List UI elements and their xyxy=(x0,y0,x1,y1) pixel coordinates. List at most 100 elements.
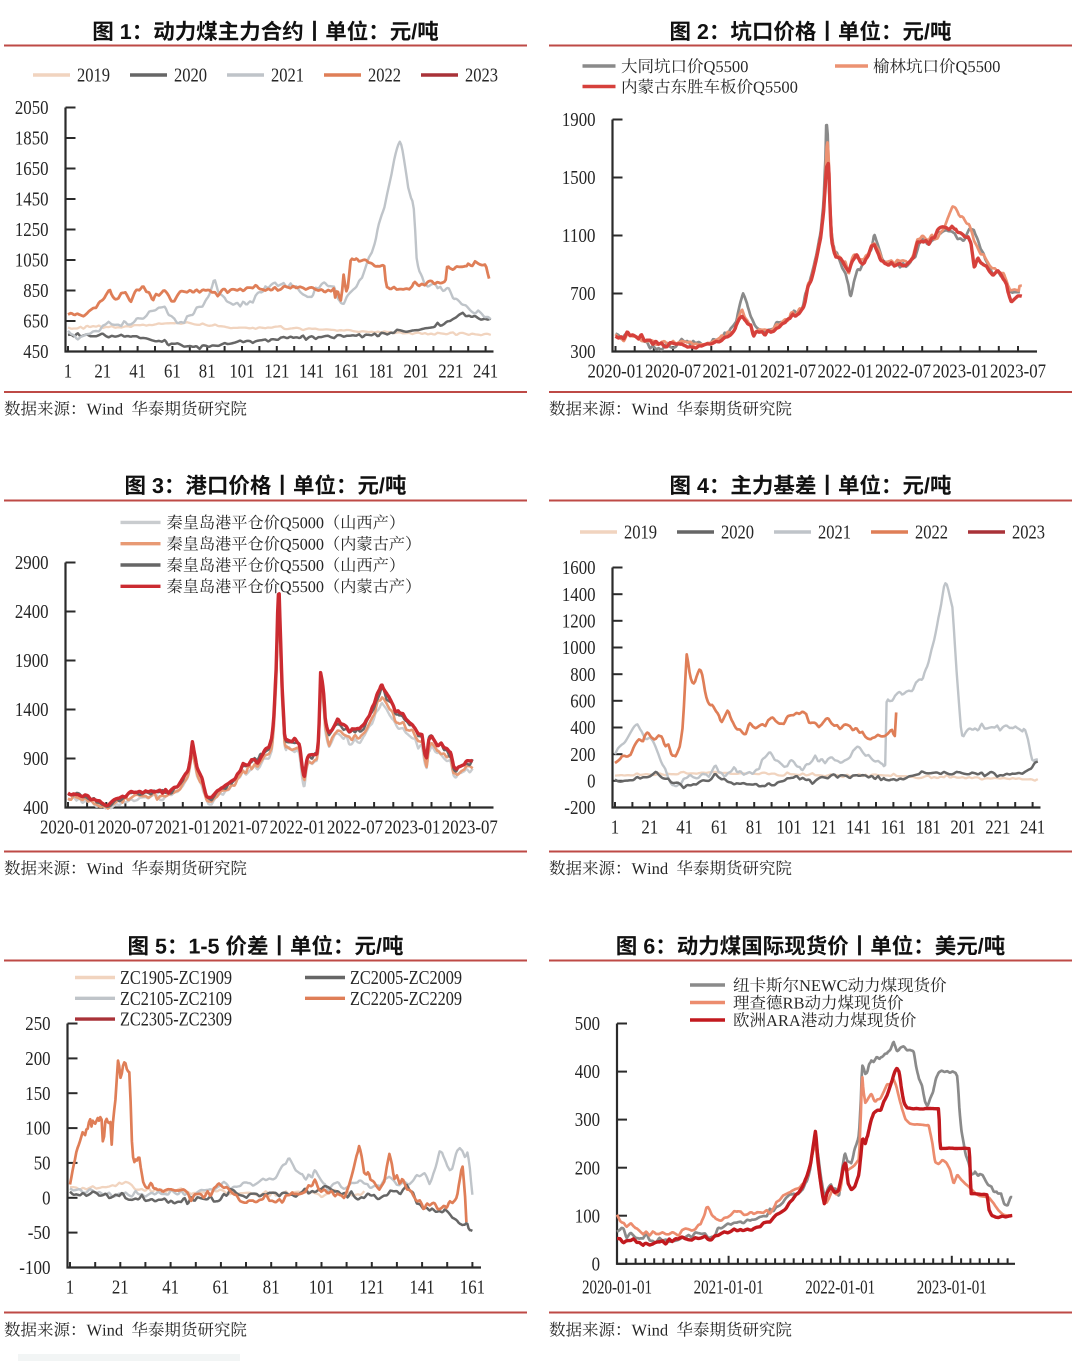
svg-text:81: 81 xyxy=(199,361,216,383)
svg-text:1250: 1250 xyxy=(15,219,49,241)
svg-text:1200: 1200 xyxy=(562,610,596,632)
svg-text:800: 800 xyxy=(570,664,595,686)
svg-text:61: 61 xyxy=(213,1277,230,1299)
svg-text:41: 41 xyxy=(129,361,146,383)
svg-text:41: 41 xyxy=(676,817,693,839)
svg-text:201: 201 xyxy=(950,817,975,839)
svg-text:1100: 1100 xyxy=(562,225,596,247)
svg-text:ZC2205-ZC2209: ZC2205-ZC2209 xyxy=(350,988,462,1010)
svg-text:150: 150 xyxy=(25,1083,50,1105)
svg-text:101: 101 xyxy=(776,817,801,839)
svg-text:400: 400 xyxy=(575,1061,600,1083)
svg-text:61: 61 xyxy=(711,817,728,839)
svg-text:100: 100 xyxy=(25,1118,50,1140)
svg-text:1900: 1900 xyxy=(15,650,49,672)
svg-text:1850: 1850 xyxy=(15,128,49,150)
svg-text:300: 300 xyxy=(575,1109,600,1131)
svg-text:141: 141 xyxy=(846,817,871,839)
svg-text:41: 41 xyxy=(162,1277,179,1299)
svg-text:21: 21 xyxy=(94,361,111,383)
svg-text:2021-07: 2021-07 xyxy=(760,361,816,383)
svg-text:850: 850 xyxy=(23,280,48,302)
svg-text:1000: 1000 xyxy=(562,637,596,659)
svg-text:201: 201 xyxy=(403,361,428,383)
svg-text:2021-07: 2021-07 xyxy=(212,817,268,839)
svg-text:141: 141 xyxy=(299,361,324,383)
svg-text:161: 161 xyxy=(334,361,359,383)
svg-text:2022-01: 2022-01 xyxy=(818,361,874,383)
svg-text:400: 400 xyxy=(23,797,48,819)
svg-text:500: 500 xyxy=(575,1013,600,1035)
svg-text:2020-01: 2020-01 xyxy=(40,817,96,839)
svg-text:61: 61 xyxy=(164,361,181,383)
svg-text:141: 141 xyxy=(410,1277,435,1299)
svg-text:450: 450 xyxy=(23,341,48,363)
svg-text:161: 161 xyxy=(881,817,906,839)
svg-text:2020-01-01: 2020-01-01 xyxy=(582,1277,652,1299)
svg-text:2400: 2400 xyxy=(15,601,49,623)
svg-text:2021-01-01: 2021-01-01 xyxy=(694,1277,764,1299)
svg-text:2023-01: 2023-01 xyxy=(384,817,440,839)
svg-text:121: 121 xyxy=(359,1277,384,1299)
svg-text:0: 0 xyxy=(592,1253,600,1275)
svg-text:2020: 2020 xyxy=(721,522,754,544)
svg-text:2023-01: 2023-01 xyxy=(933,361,989,383)
svg-text:-50: -50 xyxy=(28,1222,51,1244)
svg-text:700: 700 xyxy=(570,283,595,305)
svg-text:2022-07: 2022-07 xyxy=(327,817,383,839)
svg-text:2021: 2021 xyxy=(271,65,304,87)
svg-text:250: 250 xyxy=(25,1013,50,1035)
svg-text:2021: 2021 xyxy=(818,522,851,544)
svg-text:1: 1 xyxy=(64,361,72,383)
svg-text:221: 221 xyxy=(438,361,463,383)
svg-text:2022: 2022 xyxy=(368,65,401,87)
svg-text:100: 100 xyxy=(575,1205,600,1227)
svg-text:81: 81 xyxy=(746,817,763,839)
svg-text:181: 181 xyxy=(369,361,394,383)
svg-text:1900: 1900 xyxy=(562,109,596,131)
svg-text:900: 900 xyxy=(23,748,48,770)
svg-text:1: 1 xyxy=(611,817,619,839)
svg-text:2022-01-01: 2022-01-01 xyxy=(805,1277,875,1299)
svg-text:2019: 2019 xyxy=(624,522,657,544)
svg-text:400: 400 xyxy=(570,717,595,739)
svg-text:2900: 2900 xyxy=(15,552,49,574)
svg-text:241: 241 xyxy=(1020,817,1045,839)
svg-text:-100: -100 xyxy=(19,1257,50,1279)
svg-text:ZC1905-ZC1909: ZC1905-ZC1909 xyxy=(120,967,232,989)
svg-text:121: 121 xyxy=(264,361,289,383)
svg-text:ZC2005-ZC2009: ZC2005-ZC2009 xyxy=(350,967,462,989)
svg-text:2050: 2050 xyxy=(15,97,49,119)
svg-text:2021-01: 2021-01 xyxy=(155,817,211,839)
svg-text:81: 81 xyxy=(263,1277,280,1299)
svg-text:2020: 2020 xyxy=(174,65,207,87)
svg-text:0: 0 xyxy=(42,1187,50,1209)
svg-text:ZC2105-ZC2109: ZC2105-ZC2109 xyxy=(120,988,232,1010)
svg-text:2022-07: 2022-07 xyxy=(875,361,931,383)
svg-text:0: 0 xyxy=(587,770,595,792)
svg-text:1450: 1450 xyxy=(15,189,49,211)
svg-text:2023-01-01: 2023-01-01 xyxy=(917,1277,987,1299)
svg-text:2020-01: 2020-01 xyxy=(588,361,644,383)
svg-text:200: 200 xyxy=(575,1157,600,1179)
svg-text:2023: 2023 xyxy=(1012,522,1045,544)
svg-text:200: 200 xyxy=(25,1048,50,1070)
svg-text:121: 121 xyxy=(811,817,836,839)
svg-text:161: 161 xyxy=(460,1277,485,1299)
svg-text:2020-07: 2020-07 xyxy=(97,817,153,839)
svg-text:181: 181 xyxy=(916,817,941,839)
svg-text:650: 650 xyxy=(23,311,48,333)
svg-text:241: 241 xyxy=(473,361,498,383)
svg-text:2023: 2023 xyxy=(465,65,498,87)
svg-text:300: 300 xyxy=(570,341,595,363)
svg-text:2020-07: 2020-07 xyxy=(645,361,701,383)
svg-text:21: 21 xyxy=(112,1277,129,1299)
svg-text:2019: 2019 xyxy=(77,65,110,87)
svg-text:1650: 1650 xyxy=(15,158,49,180)
svg-text:101: 101 xyxy=(309,1277,334,1299)
svg-text:1600: 1600 xyxy=(562,557,596,579)
svg-text:1400: 1400 xyxy=(562,584,596,606)
svg-text:2023-07: 2023-07 xyxy=(442,817,498,839)
svg-text:21: 21 xyxy=(641,817,658,839)
svg-text:2022: 2022 xyxy=(915,522,948,544)
